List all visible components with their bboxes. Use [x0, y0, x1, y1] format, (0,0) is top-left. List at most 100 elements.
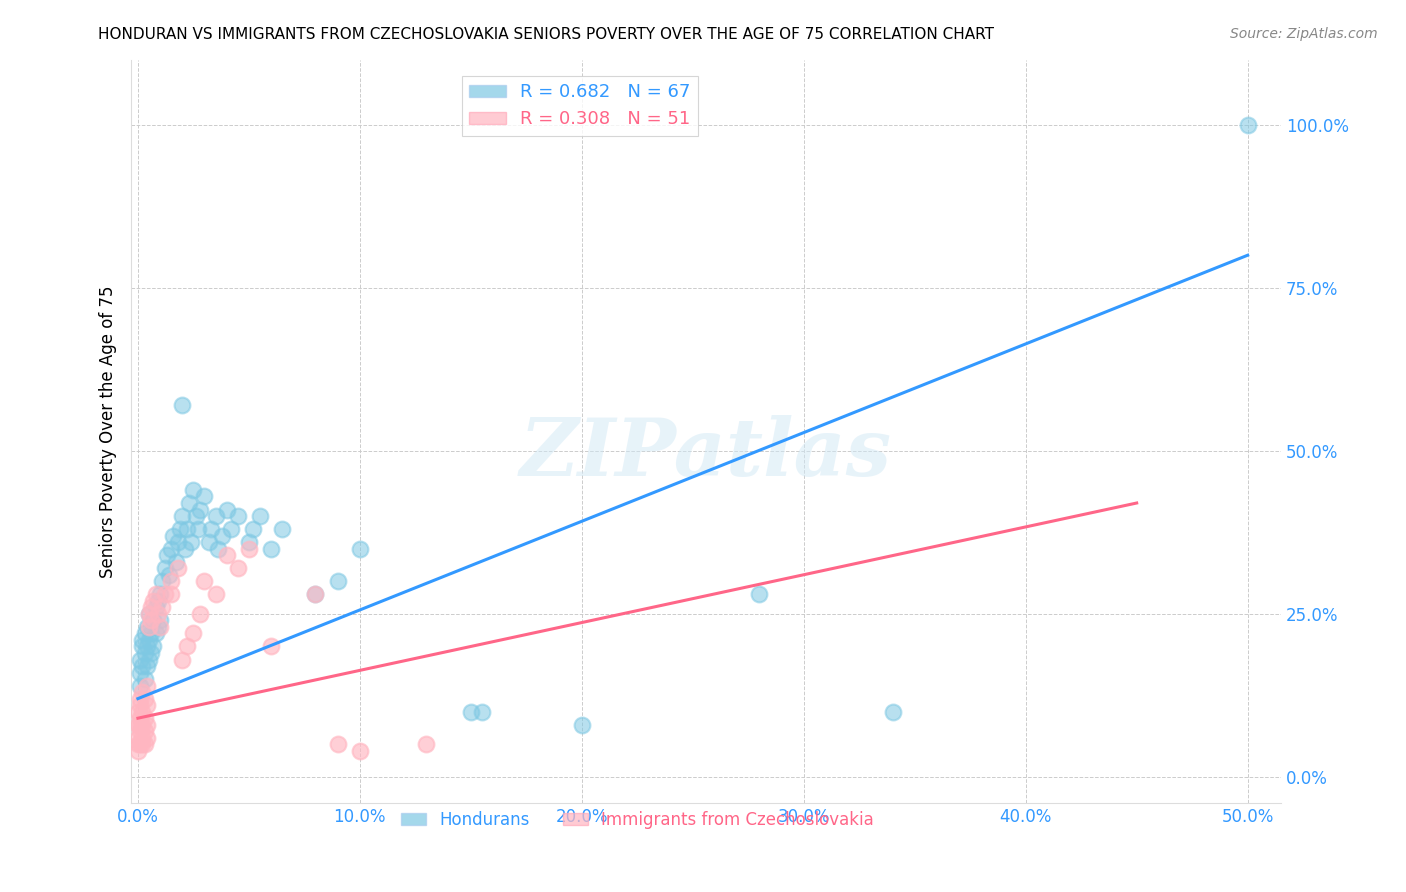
- Point: [149, 613, 172, 627]
- Point: [134, 626, 156, 640]
- Point: [238, 535, 260, 549]
- Point: [135, 640, 157, 654]
- Point: [460, 705, 482, 719]
- Point: [415, 737, 437, 751]
- Point: [142, 613, 165, 627]
- Point: [131, 659, 153, 673]
- Point: [135, 659, 157, 673]
- Point: [141, 646, 163, 660]
- Point: [149, 587, 172, 601]
- Point: [145, 587, 167, 601]
- Point: [127, 705, 149, 719]
- Point: [141, 600, 163, 615]
- Point: [129, 698, 152, 713]
- Point: [326, 574, 349, 589]
- Point: [150, 574, 173, 589]
- Point: [134, 724, 156, 739]
- Legend: Hondurans, Immigrants from Czechoslovakia: Hondurans, Immigrants from Czechoslovaki…: [394, 805, 880, 836]
- Point: [166, 535, 188, 549]
- Text: Source: ZipAtlas.com: Source: ZipAtlas.com: [1230, 27, 1378, 41]
- Point: [153, 587, 176, 601]
- Point: [187, 522, 209, 536]
- Point: [180, 535, 202, 549]
- Point: [211, 528, 233, 542]
- Point: [160, 574, 183, 589]
- Point: [173, 541, 195, 556]
- Point: [129, 652, 152, 666]
- Point: [127, 731, 149, 745]
- Point: [176, 522, 198, 536]
- Point: [193, 490, 215, 504]
- Point: [349, 744, 371, 758]
- Point: [138, 652, 160, 666]
- Point: [138, 607, 160, 621]
- Point: [172, 509, 194, 524]
- Point: [882, 705, 904, 719]
- Point: [204, 587, 226, 601]
- Point: [204, 509, 226, 524]
- Point: [134, 711, 156, 725]
- Point: [142, 640, 165, 654]
- Point: [134, 691, 156, 706]
- Point: [129, 724, 152, 739]
- Y-axis label: Seniors Poverty Over the Age of 75: Seniors Poverty Over the Age of 75: [100, 285, 117, 577]
- Point: [138, 607, 160, 621]
- Point: [131, 717, 153, 731]
- Point: [172, 652, 194, 666]
- Point: [141, 626, 163, 640]
- Point: [146, 594, 169, 608]
- Point: [157, 567, 180, 582]
- Point: [184, 509, 207, 524]
- Point: [748, 587, 770, 601]
- Text: ZIPatlas: ZIPatlas: [520, 415, 893, 492]
- Point: [249, 509, 271, 524]
- Point: [135, 717, 157, 731]
- Text: HONDURAN VS IMMIGRANTS FROM CZECHOSLOVAKIA SENIORS POVERTY OVER THE AGE OF 75 CO: HONDURAN VS IMMIGRANTS FROM CZECHOSLOVAK…: [98, 27, 994, 42]
- Point: [260, 541, 283, 556]
- Point: [131, 737, 153, 751]
- Point: [138, 620, 160, 634]
- Point: [127, 744, 149, 758]
- Point: [129, 711, 152, 725]
- Point: [129, 665, 152, 680]
- Point: [145, 600, 167, 615]
- Point: [142, 594, 165, 608]
- Point: [149, 620, 172, 634]
- Point: [471, 705, 494, 719]
- Point: [188, 502, 211, 516]
- Point: [129, 717, 152, 731]
- Point: [215, 548, 238, 562]
- Point: [138, 632, 160, 647]
- Point: [172, 398, 194, 412]
- Point: [183, 483, 205, 497]
- Point: [1236, 118, 1258, 132]
- Point: [131, 685, 153, 699]
- Point: [135, 698, 157, 713]
- Point: [131, 632, 153, 647]
- Point: [304, 587, 326, 601]
- Point: [271, 522, 294, 536]
- Point: [134, 672, 156, 686]
- Point: [131, 731, 153, 745]
- Point: [145, 626, 167, 640]
- Point: [160, 587, 183, 601]
- Point: [134, 737, 156, 751]
- Point: [129, 691, 152, 706]
- Point: [219, 522, 242, 536]
- Point: [571, 717, 593, 731]
- Point: [127, 717, 149, 731]
- Point: [169, 522, 191, 536]
- Point: [349, 541, 371, 556]
- Point: [226, 561, 249, 575]
- Point: [238, 541, 260, 556]
- Point: [156, 548, 179, 562]
- Point: [193, 574, 215, 589]
- Point: [135, 731, 157, 745]
- Point: [177, 496, 200, 510]
- Point: [326, 737, 349, 751]
- Point: [141, 613, 163, 627]
- Point: [215, 502, 238, 516]
- Point: [135, 620, 157, 634]
- Point: [129, 679, 152, 693]
- Point: [165, 555, 187, 569]
